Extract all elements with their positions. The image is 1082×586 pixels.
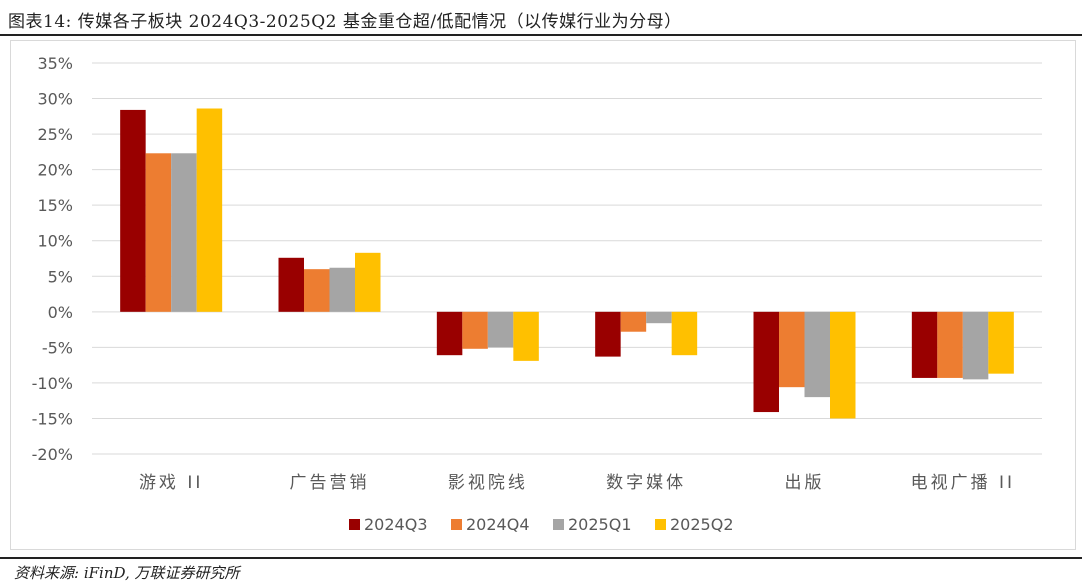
bar-2024q3-1: [278, 257, 304, 312]
legend-label: 2025Q1: [568, 515, 632, 534]
legend-swatch: [349, 519, 360, 530]
y-tick-label: -5%: [42, 338, 73, 357]
bar-2025q1-1: [329, 267, 355, 312]
bar-2025q1-2: [487, 311, 514, 348]
y-tick-label: -20%: [32, 445, 73, 464]
y-tick-label: 0%: [48, 303, 73, 322]
chart-title: 图表14: 传媒各子板块 2024Q3-2025Q2 基金重仓超/低配情况（以传…: [8, 12, 682, 32]
y-tick-label: 5%: [48, 267, 73, 286]
x-tick-label: 广告营销: [290, 473, 370, 493]
bar-2025q1-5: [962, 311, 989, 380]
bar-2024q4-1: [304, 269, 330, 312]
legend-item-2024q3: 2024Q3: [349, 515, 428, 534]
bar-2024q3-2: [436, 311, 463, 356]
legend-item-2025q1: 2025Q1: [553, 515, 632, 534]
legend-swatch: [451, 519, 462, 530]
x-tick-label: 游戏 II: [139, 473, 203, 493]
legend-label: 2025Q2: [670, 515, 734, 534]
x-tick-label: 电视广播 II: [911, 473, 1015, 493]
bar-2024q3-5: [911, 311, 938, 378]
bar-2024q3-0: [120, 109, 146, 312]
bar-2024q4-4: [779, 311, 805, 388]
y-tick-label: 10%: [37, 232, 73, 251]
legend-item-2024q4: 2024Q4: [451, 515, 530, 534]
x-axis-ticks: 游戏 II 广告营销 影视院线 数字媒体 出版 电视广播 II: [139, 473, 1015, 493]
footer-divider: [0, 557, 1082, 559]
y-tick-label: 25%: [37, 125, 73, 144]
legend-label: 2024Q4: [466, 515, 530, 534]
bar-2025q2-4: [830, 311, 856, 419]
title-bar: 图表14: 传媒各子板块 2024Q3-2025Q2 基金重仓超/低配情况（以传…: [0, 0, 1082, 36]
bar-2025q2-2: [513, 311, 539, 361]
y-tick-label: -10%: [32, 374, 73, 393]
bar-2024q4-3: [620, 311, 647, 332]
bar-2024q4-0: [145, 153, 172, 312]
grid-lines: [92, 62, 1042, 455]
legend-label: 2024Q3: [364, 515, 428, 534]
source-note: 资料来源: iFinD, 万联证券研究所: [14, 564, 240, 582]
bar-2025q1-3: [646, 311, 672, 324]
bar-2024q4-2: [462, 311, 488, 349]
y-axis-ticks: 35% 30% 25% 20% 15% 10% 5% 0% -5% -10% -15% -20%: [32, 54, 73, 464]
legend-swatch: [553, 519, 564, 530]
bar-2025q2-3: [671, 311, 698, 356]
bar-2025q2-5: [988, 311, 1014, 374]
x-tick-label: 出版: [785, 473, 825, 493]
bar-2025q1-0: [171, 153, 197, 312]
legend: 2024Q3 2024Q4 2025Q1 2025Q2: [349, 515, 734, 534]
bar-2025q2-0: [196, 108, 223, 312]
bar-2024q3-3: [595, 311, 621, 357]
bar-2024q3-4: [753, 311, 779, 413]
legend-item-2025q2: 2025Q2: [655, 515, 734, 534]
bar-2025q2-1: [355, 252, 381, 312]
y-tick-label: 30%: [37, 90, 73, 109]
x-tick-label: 数字媒体: [606, 473, 686, 493]
x-tick-label: 影视院线: [448, 473, 528, 493]
y-tick-label: 20%: [37, 161, 73, 180]
legend-swatch: [655, 519, 666, 530]
y-tick-label: 15%: [37, 196, 73, 215]
y-tick-label: 35%: [37, 54, 73, 73]
bar-2025q1-4: [804, 311, 830, 398]
chart-area: [10, 40, 1076, 550]
bar-2024q4-5: [937, 311, 963, 378]
bars: [120, 108, 1014, 419]
y-tick-label: -15%: [32, 409, 73, 428]
